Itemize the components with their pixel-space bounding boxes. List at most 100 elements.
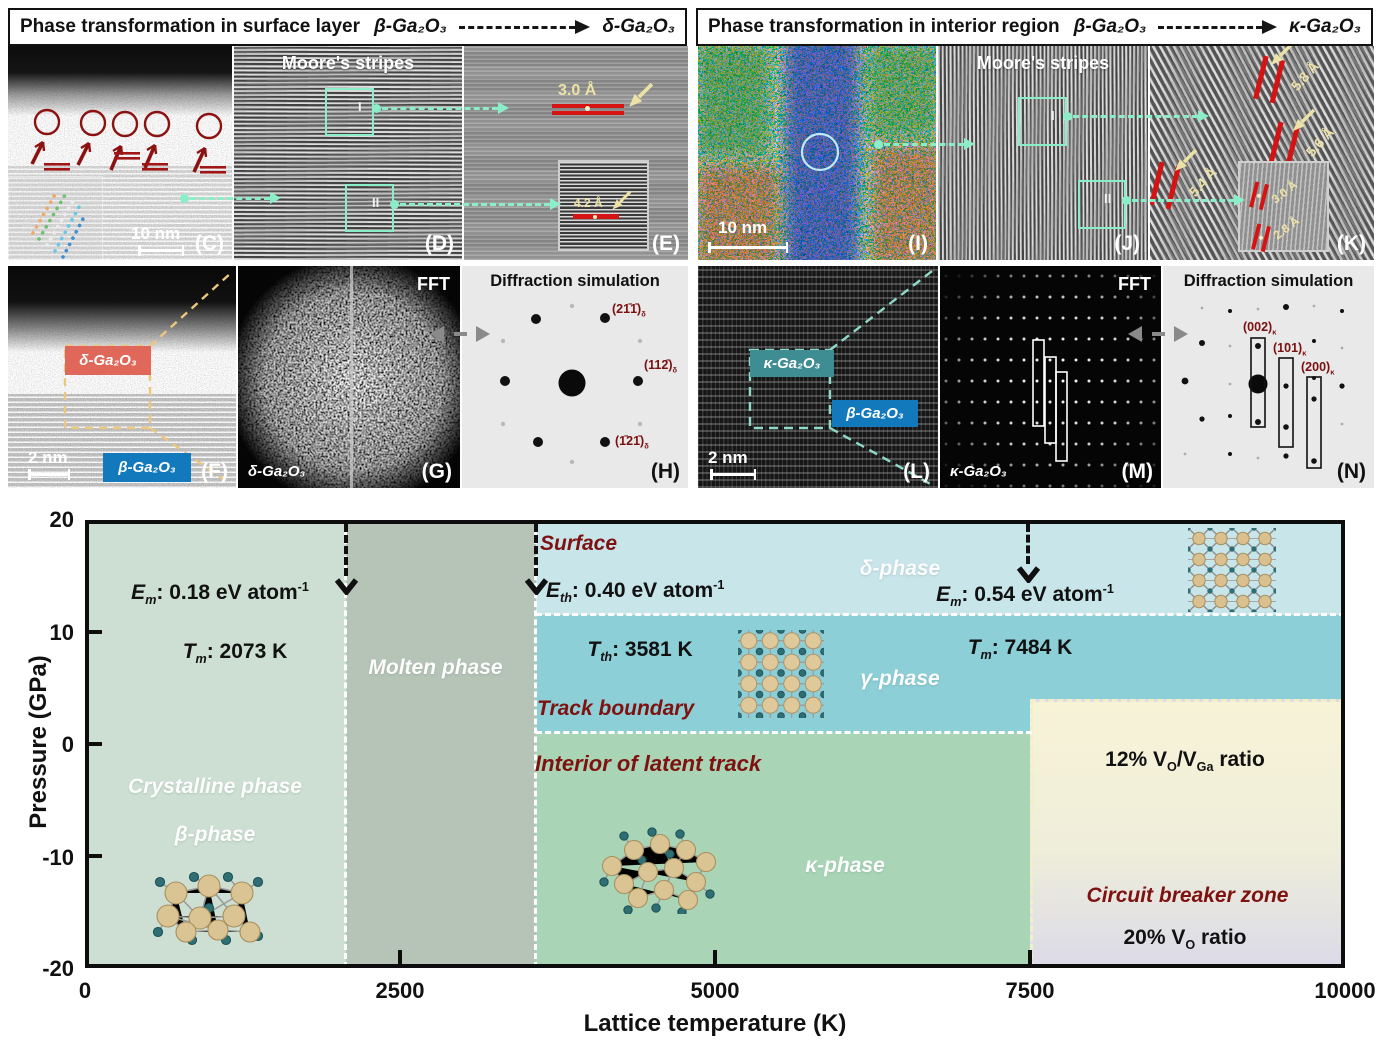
hkl-label: (101)κ xyxy=(1273,341,1307,358)
y-tick-label-10: 10 xyxy=(49,620,74,645)
beta-ga2o3-formula: β-Ga₂O₃ xyxy=(374,16,447,37)
panel-tag-c: (C) xyxy=(194,232,224,255)
delta-phase-structure xyxy=(1188,528,1276,612)
y-tick-label-0: 0 xyxy=(61,732,74,757)
panel-tag-g: (G) xyxy=(421,460,452,483)
spacing-mark xyxy=(552,111,624,115)
x-axis-title: Lattice temperature (K) xyxy=(583,1010,847,1037)
panel-e-inset: 4.2 Å xyxy=(558,160,649,251)
panel-tag-e: (E) xyxy=(652,232,680,255)
down-chevron-icon xyxy=(524,578,549,595)
panel-c-inset xyxy=(8,176,103,260)
panel-k-inset: 3.0 Å 2.8 Å xyxy=(1238,161,1329,253)
fft-sim-arrow-icon xyxy=(430,326,490,342)
panel-tag-j: (J) xyxy=(1114,232,1140,255)
panel-f-tem-interface: δ-Ga₂O₃ β-Ga₂O₃ 2 nm (F) xyxy=(8,266,236,488)
y-tick-label-20: 20 xyxy=(49,507,74,532)
x-tick xyxy=(713,950,717,964)
x-tick-label-7500: 7500 xyxy=(1005,978,1055,1003)
boundary-1GPa xyxy=(536,731,1032,734)
surface-header: Phase transformation in surface layer β-… xyxy=(8,8,687,46)
ratio-12-label: 12% VO/VGa ratio xyxy=(1105,748,1265,775)
hkl-label: (200)κ xyxy=(1301,360,1335,377)
roi-label-2: II xyxy=(1104,191,1112,206)
track-boundary-label: Track boundary xyxy=(537,697,695,720)
scale-bar xyxy=(710,469,756,480)
yellow-arrow-icon xyxy=(1269,46,1294,67)
x-tick-label-5000: 5000 xyxy=(690,978,740,1003)
kappa-phase-label: κ-Ga₂O₃ xyxy=(750,350,834,377)
scale-bar-label: 10 nm xyxy=(718,218,768,237)
delta-phase-label: δ-Ga₂O₃ xyxy=(65,346,151,375)
defect-annotations xyxy=(30,108,226,174)
ratio-20-label: 20% VO ratio xyxy=(1123,926,1247,953)
down-chevron-icon xyxy=(334,578,359,595)
arrow-7484K xyxy=(1026,524,1030,564)
vacuum-band xyxy=(8,46,232,116)
yellow-arrow-icon xyxy=(1173,148,1198,173)
scale-bar xyxy=(138,245,184,256)
panel-g-fft: FFT δ-Ga₂O₃ (G) xyxy=(238,266,460,488)
transformation-arrow xyxy=(458,20,591,34)
panel-m-fft: FFT κ-Ga₂O₃ (M) xyxy=(940,266,1161,488)
beta-phase-label: β-Ga₂O₃ xyxy=(832,400,918,427)
panel-e-filtered: 3.0 Å 4.2 Å (E) xyxy=(464,46,688,260)
panel-tag-i: (I) xyxy=(908,232,928,255)
roi-box-1 xyxy=(1018,97,1067,146)
scale-bar xyxy=(708,242,788,253)
tth-3581-label: Tth: 3581 K xyxy=(587,638,693,665)
y-tick-label-m10: -10 xyxy=(42,845,74,870)
interior-header: Phase transformation in interior region … xyxy=(696,8,1373,46)
delta-ga2o3-formula: δ-Ga₂O₃ xyxy=(602,16,675,37)
yellow-arrow-icon xyxy=(627,82,654,109)
panel-m-phase: κ-Ga₂O₃ xyxy=(950,463,1007,480)
gamma-phase-structure xyxy=(738,630,824,718)
inset-spacing-label-1: 3.0 Å xyxy=(1268,177,1300,207)
panel-h-title: Diffraction simulation xyxy=(490,272,660,290)
x-tick xyxy=(1028,950,1032,964)
spacing-label-2: 4.2 Å xyxy=(574,196,603,210)
panel-tag-k: (K) xyxy=(1336,232,1366,255)
hkl-label: (002)κ xyxy=(1243,320,1277,337)
y-tick xyxy=(89,742,102,746)
boundary-11GPa xyxy=(536,613,1345,616)
interior-header-title: Phase transformation in interior region xyxy=(708,16,1060,37)
panel-tag-f: (F) xyxy=(201,460,228,483)
spacing-mark-pair xyxy=(1251,223,1273,253)
interior-label: Interior of latent track xyxy=(535,751,762,776)
vacuum-band xyxy=(8,266,236,352)
panel-m-title: FFT xyxy=(1118,274,1151,294)
yellow-arrow-icon xyxy=(1291,108,1316,133)
panel-d-moire: Moore's stripes I II (D) xyxy=(234,46,462,260)
em-018-label: Em: 0.18 eV atom-1 xyxy=(131,580,309,608)
beta-ga2o3-formula: β-Ga₂O₃ xyxy=(1073,16,1147,37)
region-molten xyxy=(346,520,536,968)
panel-l-tem-interior: κ-Ga₂O₃ β-Ga₂O₃ 2 nm (L) xyxy=(698,266,938,488)
panel-g-phase: δ-Ga₂O₃ xyxy=(248,463,306,480)
panel-n-diffraction: Diffraction simulation (002)κ (101)κ (20… xyxy=(1163,266,1374,488)
eth-040-label: Eth: 0.40 eV atom-1 xyxy=(546,578,725,606)
delta-phase-label: δ-phase xyxy=(859,557,941,580)
region-interior-kappa xyxy=(536,733,1030,968)
scale-bar-label: 2 nm xyxy=(28,448,68,467)
fft-sim-arrow-icon xyxy=(1128,326,1188,342)
hkl-label: (21̄1̄)δ xyxy=(612,302,646,319)
arrow-2073K xyxy=(344,524,348,576)
surface-header-title: Phase transformation in surface layer xyxy=(20,16,361,37)
panel-k-moire-detail: 5.8 Å 5.6 Å 5.4 Å 3.0 Å 2.8 Å (K) xyxy=(1150,46,1374,260)
diffraction-spots xyxy=(1181,304,1345,469)
kappa-phase-label: κ-phase xyxy=(805,854,885,877)
hkl-label: (1̄21̄)δ xyxy=(615,434,649,451)
panel-tag-h: (H) xyxy=(650,460,680,483)
spacing-dot xyxy=(585,106,590,111)
roi-box-2 xyxy=(1078,180,1126,229)
x-tick xyxy=(398,950,402,964)
molten-phase-label: Molten phase xyxy=(368,656,503,679)
panel-j-moire: Moore's stripes I II (J) xyxy=(938,46,1148,260)
y-tick-label-m20: -20 xyxy=(42,956,74,981)
circuit-breaker-label: Circuit breaker zone xyxy=(1086,884,1289,907)
roi-box-2 xyxy=(345,184,394,232)
panel-i-filtered-color: 10 nm (I) xyxy=(698,46,936,260)
hkl-label: (112̄)δ xyxy=(644,358,678,375)
boundary-3581K xyxy=(534,520,537,968)
